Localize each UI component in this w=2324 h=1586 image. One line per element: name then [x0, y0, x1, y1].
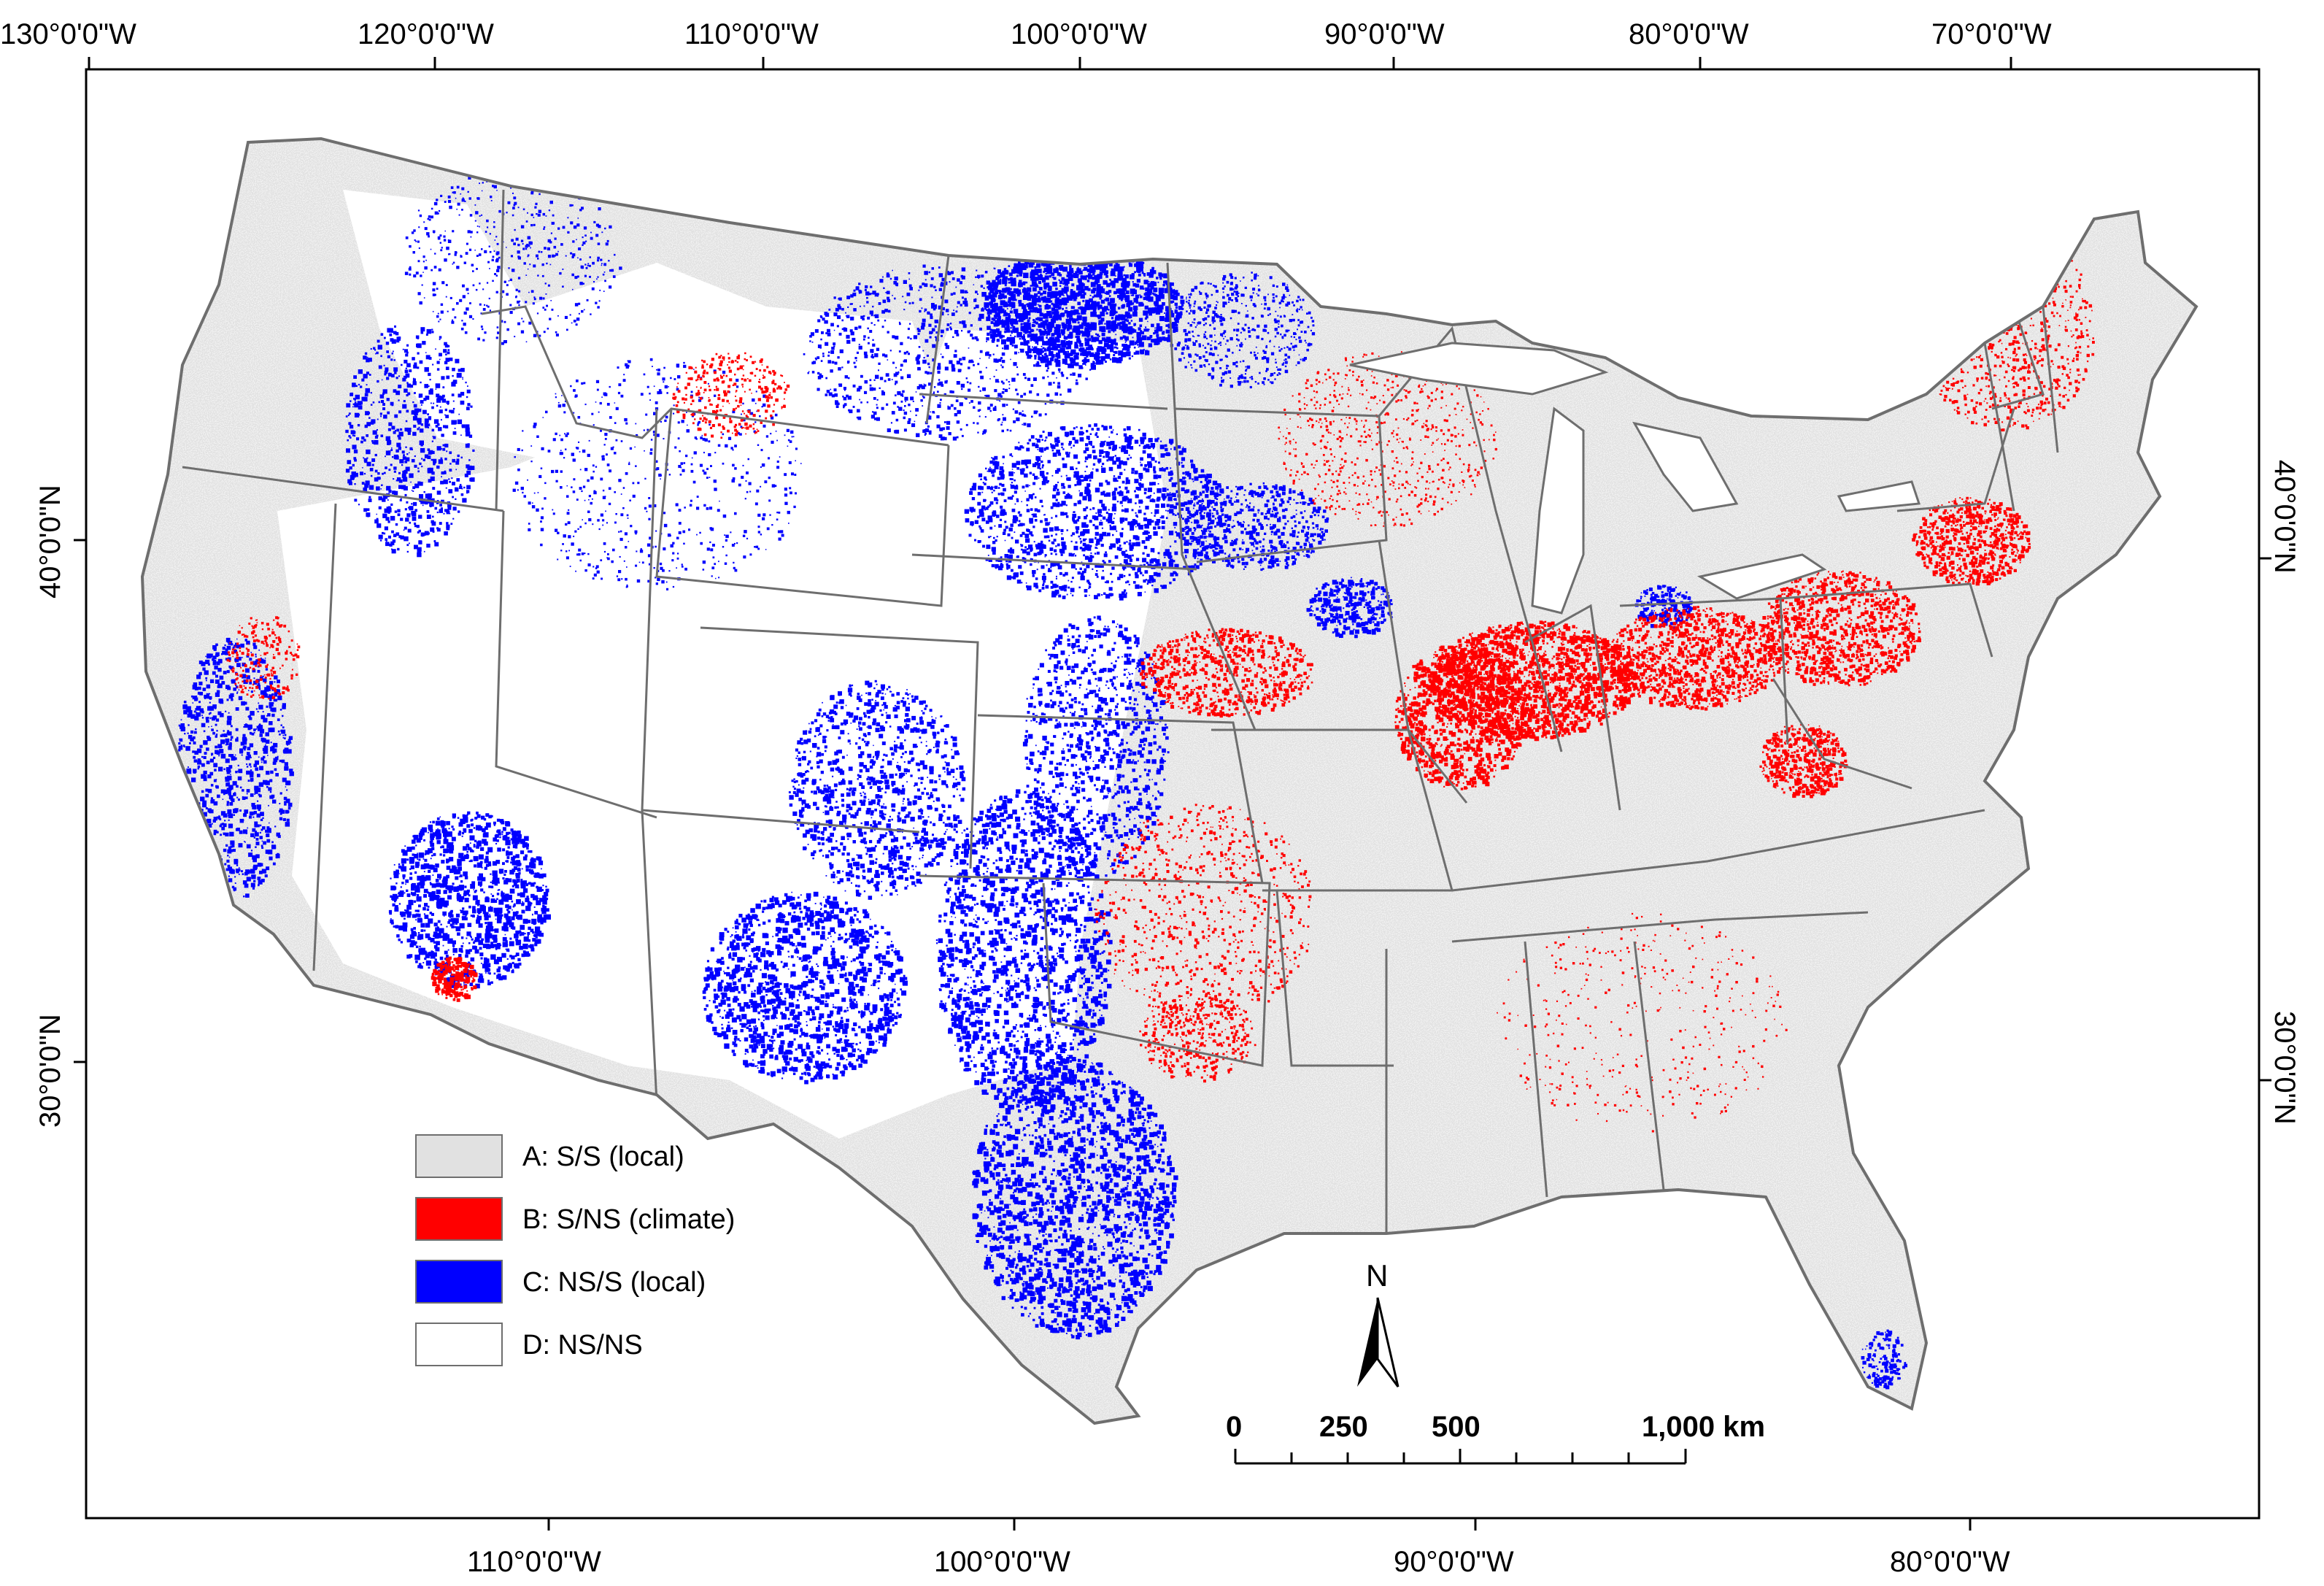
- graticule-bottom-ticks: [547, 1518, 1972, 1531]
- legend-item-b: B: S/NS (climate): [415, 1197, 735, 1241]
- lon-label-bottom: 100°0'0"W: [934, 1546, 1070, 1578]
- legend-swatch-d: [415, 1323, 503, 1366]
- north-arrow: N: [1357, 1258, 1400, 1387]
- state-boundaries: [182, 189, 2059, 1233]
- great-lakes: [1349, 342, 1921, 615]
- lat-label-right: 40°0'0"N: [2269, 460, 2301, 574]
- legend-label-d: D: NS/NS: [522, 1330, 643, 1360]
- legend: A: S/S (local) B: S/NS (climate) C: NS/S…: [415, 1134, 735, 1366]
- graticule-left-ticks: [74, 539, 86, 1063]
- lon-label-top: 120°0'0"W: [358, 18, 494, 50]
- north-arrow-label: N: [1366, 1258, 1388, 1293]
- graticule-top-ticks: [88, 57, 2012, 69]
- lon-label-bottom: 80°0'0"W: [1890, 1546, 2010, 1578]
- lon-label-top: 90°0'0"W: [1324, 18, 1445, 50]
- lake-michigan: [1531, 407, 1585, 615]
- graticule-top: 130°0'0"W 120°0'0"W 110°0'0"W 100°0'0"W …: [0, 18, 2052, 50]
- graticule-right-ticks: [2259, 557, 2271, 1082]
- legend-item-c: C: NS/S (local): [415, 1260, 706, 1304]
- lat-label-left: 30°0'0"N: [34, 1014, 66, 1128]
- legend-item-d: D: NS/NS: [415, 1323, 643, 1366]
- legend-label-b: B: S/NS (climate): [522, 1204, 735, 1235]
- lon-label-top: 110°0'0"W: [684, 18, 819, 50]
- lake-huron: [1632, 421, 1739, 512]
- lon-label-top: 70°0'0"W: [1931, 18, 2052, 50]
- lon-label-bottom: 90°0'0"W: [1394, 1546, 1514, 1578]
- scale-label-0: 0: [1226, 1411, 1242, 1443]
- scale-label-1000: 1,000 km: [1642, 1411, 1765, 1443]
- lat-label-right: 30°0'0"N: [2269, 1011, 2301, 1125]
- legend-swatch-b: [415, 1197, 503, 1241]
- legend-swatch-c: [415, 1260, 503, 1304]
- graticule-right: 40°0'0"N 30°0'0"N: [2269, 460, 2301, 1125]
- lake-ontario: [1837, 480, 1921, 512]
- legend-label-a: A: S/S (local): [522, 1142, 684, 1172]
- lon-label-bottom: 110°0'0"W: [467, 1546, 601, 1578]
- north-arrow-icon: [1357, 1298, 1378, 1387]
- scale-label-500: 500: [1432, 1411, 1481, 1443]
- lake-erie: [1696, 553, 1827, 600]
- lon-label-top: 130°0'0"W: [0, 18, 136, 50]
- local-nss-regions: [175, 169, 1907, 1390]
- lake-superior: [1349, 342, 1609, 396]
- legend-label-c: C: NS/S (local): [522, 1267, 706, 1298]
- graticule-left: 40°0'0"N 30°0'0"N: [34, 485, 66, 1128]
- scale-bar: 0 250 500 1,000 km: [1226, 1411, 1765, 1465]
- legend-item-a: A: S/S (local): [415, 1134, 684, 1178]
- lat-label-left: 40°0'0"N: [34, 485, 66, 598]
- legend-swatch-a: [415, 1134, 503, 1178]
- us-outline: [140, 136, 2198, 1425]
- graticule-bottom: 110°0'0"W 100°0'0"W 90°0'0"W 80°0'0"W: [467, 1546, 2010, 1578]
- lon-label-top: 100°0'0"W: [1011, 18, 1147, 50]
- scale-label-250: 250: [1319, 1411, 1368, 1443]
- lon-label-top: 80°0'0"W: [1629, 18, 1749, 50]
- north-arrow-icon-light: [1376, 1297, 1400, 1387]
